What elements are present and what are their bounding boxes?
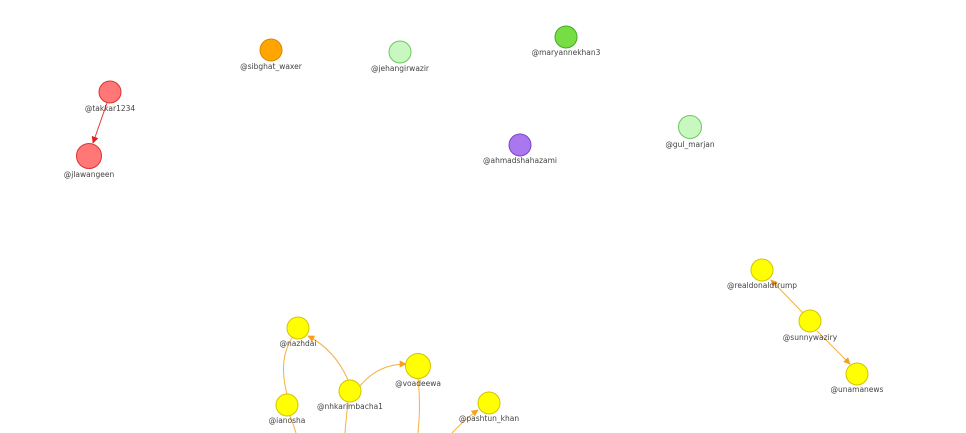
node-label: @ahmadshahazami [483,156,557,165]
edge [289,415,297,433]
node-label: @pashtun_khan [459,414,519,423]
node[interactable] [845,362,869,386]
node[interactable] [798,309,822,333]
node[interactable] [405,353,431,379]
edge [417,377,420,433]
node-label: @takkar1234 [85,104,136,113]
edge [359,360,407,387]
edge [91,102,108,144]
node[interactable] [275,393,299,417]
node-label: @nhkarimbacha1 [317,402,383,411]
node-label: @voadeewa [395,379,441,388]
edge [816,330,851,365]
node[interactable] [338,379,362,403]
edge [770,279,804,314]
nodes: @sibghat_waxer @jehangirwazir @maryannek… [64,25,884,425]
node-label: @nazhdai [280,339,317,348]
node[interactable] [477,391,501,415]
edge [282,337,293,395]
node[interactable] [76,143,102,169]
edge [344,401,349,433]
node-label: @ianosha [269,416,306,425]
node[interactable] [286,316,310,340]
node-label: @maryannekhan3 [532,48,601,57]
node-label: @realdonaldtrump [727,281,797,290]
node[interactable] [98,80,122,104]
node-label: @gul_marjan [665,140,715,149]
node[interactable] [678,115,702,139]
edge [307,335,349,381]
node[interactable] [508,133,532,157]
node-label: @sunnywaziry [783,333,838,342]
node-label: @unamanews [831,385,884,394]
node-label: @sibghat_waxer [240,62,303,71]
node[interactable] [750,258,774,282]
node-label: @jehangirwazir [371,64,430,73]
edge [451,409,479,433]
node[interactable] [554,25,578,49]
node-label: @jlawangeen [64,170,115,179]
node[interactable] [388,40,412,64]
edges [91,102,851,433]
node[interactable] [259,38,283,62]
